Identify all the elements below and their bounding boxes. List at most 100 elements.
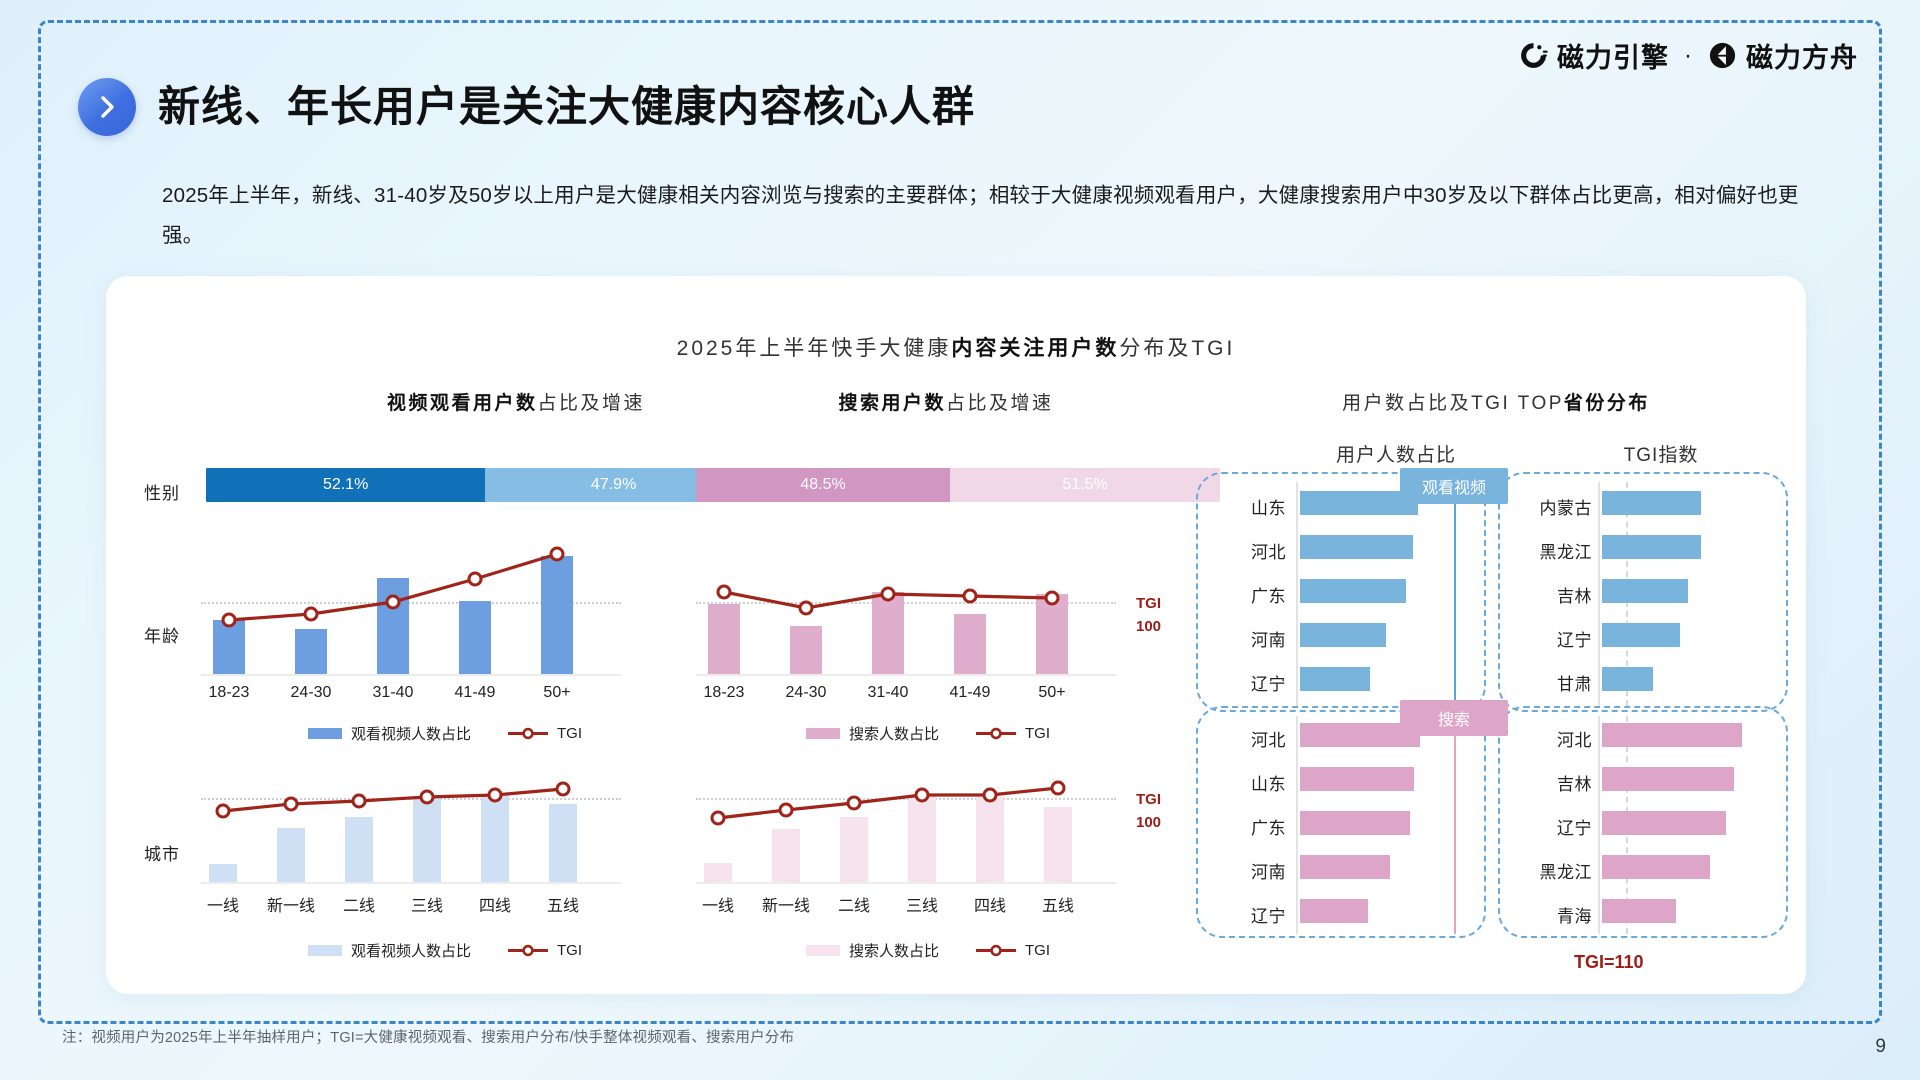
main-chart-card: 2025年上半年快手大健康内容关注用户数分布及TGI 视频观看用户数占比及增速 …	[106, 276, 1806, 994]
bar-search-age-50plus	[1036, 594, 1068, 674]
prov-label-video-tgi-1: 黑龙江	[1539, 543, 1592, 562]
legend-search-city: 搜索人数占比 TGI	[806, 940, 1050, 961]
prov-bar-video-tgi-2	[1602, 579, 1688, 603]
prov-bar-search-tgi-1	[1602, 767, 1734, 791]
bar-video-city-5	[549, 804, 577, 882]
prov-bar-video-share-2	[1300, 579, 1406, 603]
legend-video-age: 观看视频人数占比 TGI	[308, 723, 582, 744]
bar-search-city-3	[908, 796, 936, 882]
xlabel-video-city-3: 三线	[410, 898, 443, 915]
xlabel-search-city-3: 三线	[905, 898, 938, 915]
province-box-search-tgi	[1498, 706, 1788, 938]
bar-video-age-24-30	[295, 629, 327, 674]
prov-bar-search-share-2	[1300, 811, 1410, 835]
bar-search-age-18-23	[708, 604, 740, 674]
prov-label-video-tgi-0: 内蒙古	[1539, 499, 1592, 518]
legend-label-search-age-line: TGI	[1025, 725, 1051, 742]
xlabel-video-city-1: 新一线	[266, 898, 315, 915]
legend-swatch-video-city-bar	[308, 945, 342, 956]
line-video-age-tgi	[221, 546, 565, 628]
col-head-video-plain: 占比及增速	[537, 393, 646, 414]
prov-bar-search-share-0	[1300, 723, 1420, 747]
prov-label-search-tgi-0: 河北	[1557, 731, 1592, 750]
col-head-search: 搜索用户数占比及增速	[726, 388, 1166, 415]
col-head-search-plain: 占比及增速	[946, 393, 1054, 414]
page-title-row: 新线、年长用户是关注大健康内容核心人群	[78, 78, 975, 136]
prov-bar-video-tgi-1	[1602, 535, 1701, 559]
xlabel-search-age-2: 31-40	[867, 684, 909, 701]
chart-title-bold: 内容关注用户数	[951, 337, 1120, 360]
prov-label-search-tgi-2: 辽宁	[1557, 819, 1592, 838]
page-title: 新线、年长用户是关注大健康内容核心人群	[158, 83, 976, 130]
prov-bar-search-share-4	[1300, 899, 1368, 923]
center-chip-video: 观看视频	[1400, 468, 1508, 504]
gender-bar-search: 48.5% 51.5%	[696, 468, 1220, 502]
col-head-search-bold: 搜索用户数	[838, 393, 946, 414]
prov-label-search-share-0: 河北	[1251, 731, 1286, 750]
prov-bar-video-tgi-3	[1602, 623, 1680, 647]
tgi-axis-label-city-line2: 100	[1136, 814, 1162, 832]
line-search-city-tgi	[710, 780, 1066, 826]
xlabel-video-age-3: 41-49	[454, 684, 496, 701]
prov-label-search-share-1: 山东	[1251, 775, 1286, 794]
xlabel-search-city-4: 四线	[973, 898, 1006, 915]
footnote-text: 注：视频用户为2025年上半年抽样用户；TGI=大健康视频观看、搜索用户分布/快…	[62, 1030, 795, 1046]
row-label-age: 年龄	[144, 627, 180, 646]
xlabel-search-age-0: 18-23	[703, 684, 745, 701]
magnetic-engine-icon	[1518, 40, 1549, 71]
tgi-axis-label-city-line1: TGI	[1136, 791, 1161, 808]
axis-video-tgi	[1598, 482, 1600, 706]
search-age-tgi-reference	[696, 602, 1116, 604]
bar-search-city-new1	[772, 829, 800, 882]
magnetic-ark-icon	[1707, 40, 1738, 71]
prov-label-search-share-3: 河南	[1251, 863, 1286, 882]
legend-label-search-city-line: TGI	[1025, 942, 1051, 959]
bar-search-age-24-30	[790, 626, 822, 674]
video-age-tgi-reference	[201, 602, 621, 604]
search-city-tgi-reference	[696, 798, 1116, 800]
prov-label-video-tgi-3: 辽宁	[1557, 631, 1592, 650]
bar-video-age-31-40	[377, 578, 409, 674]
prov-bar-video-share-3	[1300, 623, 1386, 647]
prov-label-video-share-2: 广东	[1251, 587, 1286, 606]
province-box-search-share	[1196, 706, 1486, 938]
xlabel-video-city-2: 二线	[342, 898, 375, 915]
bar-video-city-4	[481, 795, 509, 882]
bar-video-city-new1	[277, 828, 305, 882]
legend-video-city: 观看视频人数占比 TGI	[308, 940, 582, 961]
tgi-axis-label-age-line1: TGI	[1136, 595, 1161, 612]
legend-swatch-search-age-bar	[806, 728, 840, 739]
legend-search-age: 搜索人数占比 TGI	[806, 723, 1050, 744]
bar-video-city-3	[413, 796, 441, 882]
bar-video-age-50plus	[541, 556, 573, 674]
video-city-baseline	[201, 882, 621, 884]
line-video-city-tgi	[215, 781, 571, 819]
province-head-tgi: TGI指数	[1623, 445, 1699, 466]
bar-search-age-31-40	[872, 592, 904, 674]
bar-search-city-5	[1044, 807, 1072, 882]
chart-video-age: 18-23 24-30 31-40 41-49 50+	[201, 524, 621, 701]
chart-search-age: 18-23 24-30 31-40 41-49 50+	[696, 524, 1116, 701]
legend-line-icon-search-age	[976, 727, 1017, 740]
prov-label-video-share-4: 辽宁	[1251, 675, 1286, 694]
bar-search-city-2	[840, 817, 868, 882]
col-head-province: 用户数占比及TGI TOP省份分布	[1216, 388, 1776, 415]
gender-bar-search-male: 48.5%	[696, 468, 951, 502]
legend-swatch-search-city-bar	[806, 945, 840, 956]
prov-bar-search-share-1	[1300, 767, 1414, 791]
bar-video-city-2	[345, 817, 373, 882]
prov-bar-search-tgi-2	[1602, 811, 1726, 835]
province-box-video-share	[1196, 472, 1486, 712]
xlabel-video-age-4: 50+	[543, 684, 571, 701]
brand-separator: ·	[1684, 41, 1692, 69]
video-age-baseline	[201, 674, 621, 676]
bar-video-age-18-23	[213, 620, 245, 674]
legend-label-video-city-bar: 观看视频人数占比	[351, 943, 472, 960]
prov-bar-search-tgi-0	[1602, 723, 1742, 747]
tgi-axis-label-city: TGI 100	[1136, 788, 1161, 835]
prov-label-video-share-1: 河北	[1251, 543, 1286, 562]
brand-logo-ciliqingqing: 磁力引擎	[1518, 36, 1669, 75]
bar-search-age-41-49	[954, 614, 986, 674]
province-head-share: 用户人数占比	[1335, 445, 1456, 466]
col-head-video: 视频观看用户数占比及增速	[296, 388, 736, 415]
